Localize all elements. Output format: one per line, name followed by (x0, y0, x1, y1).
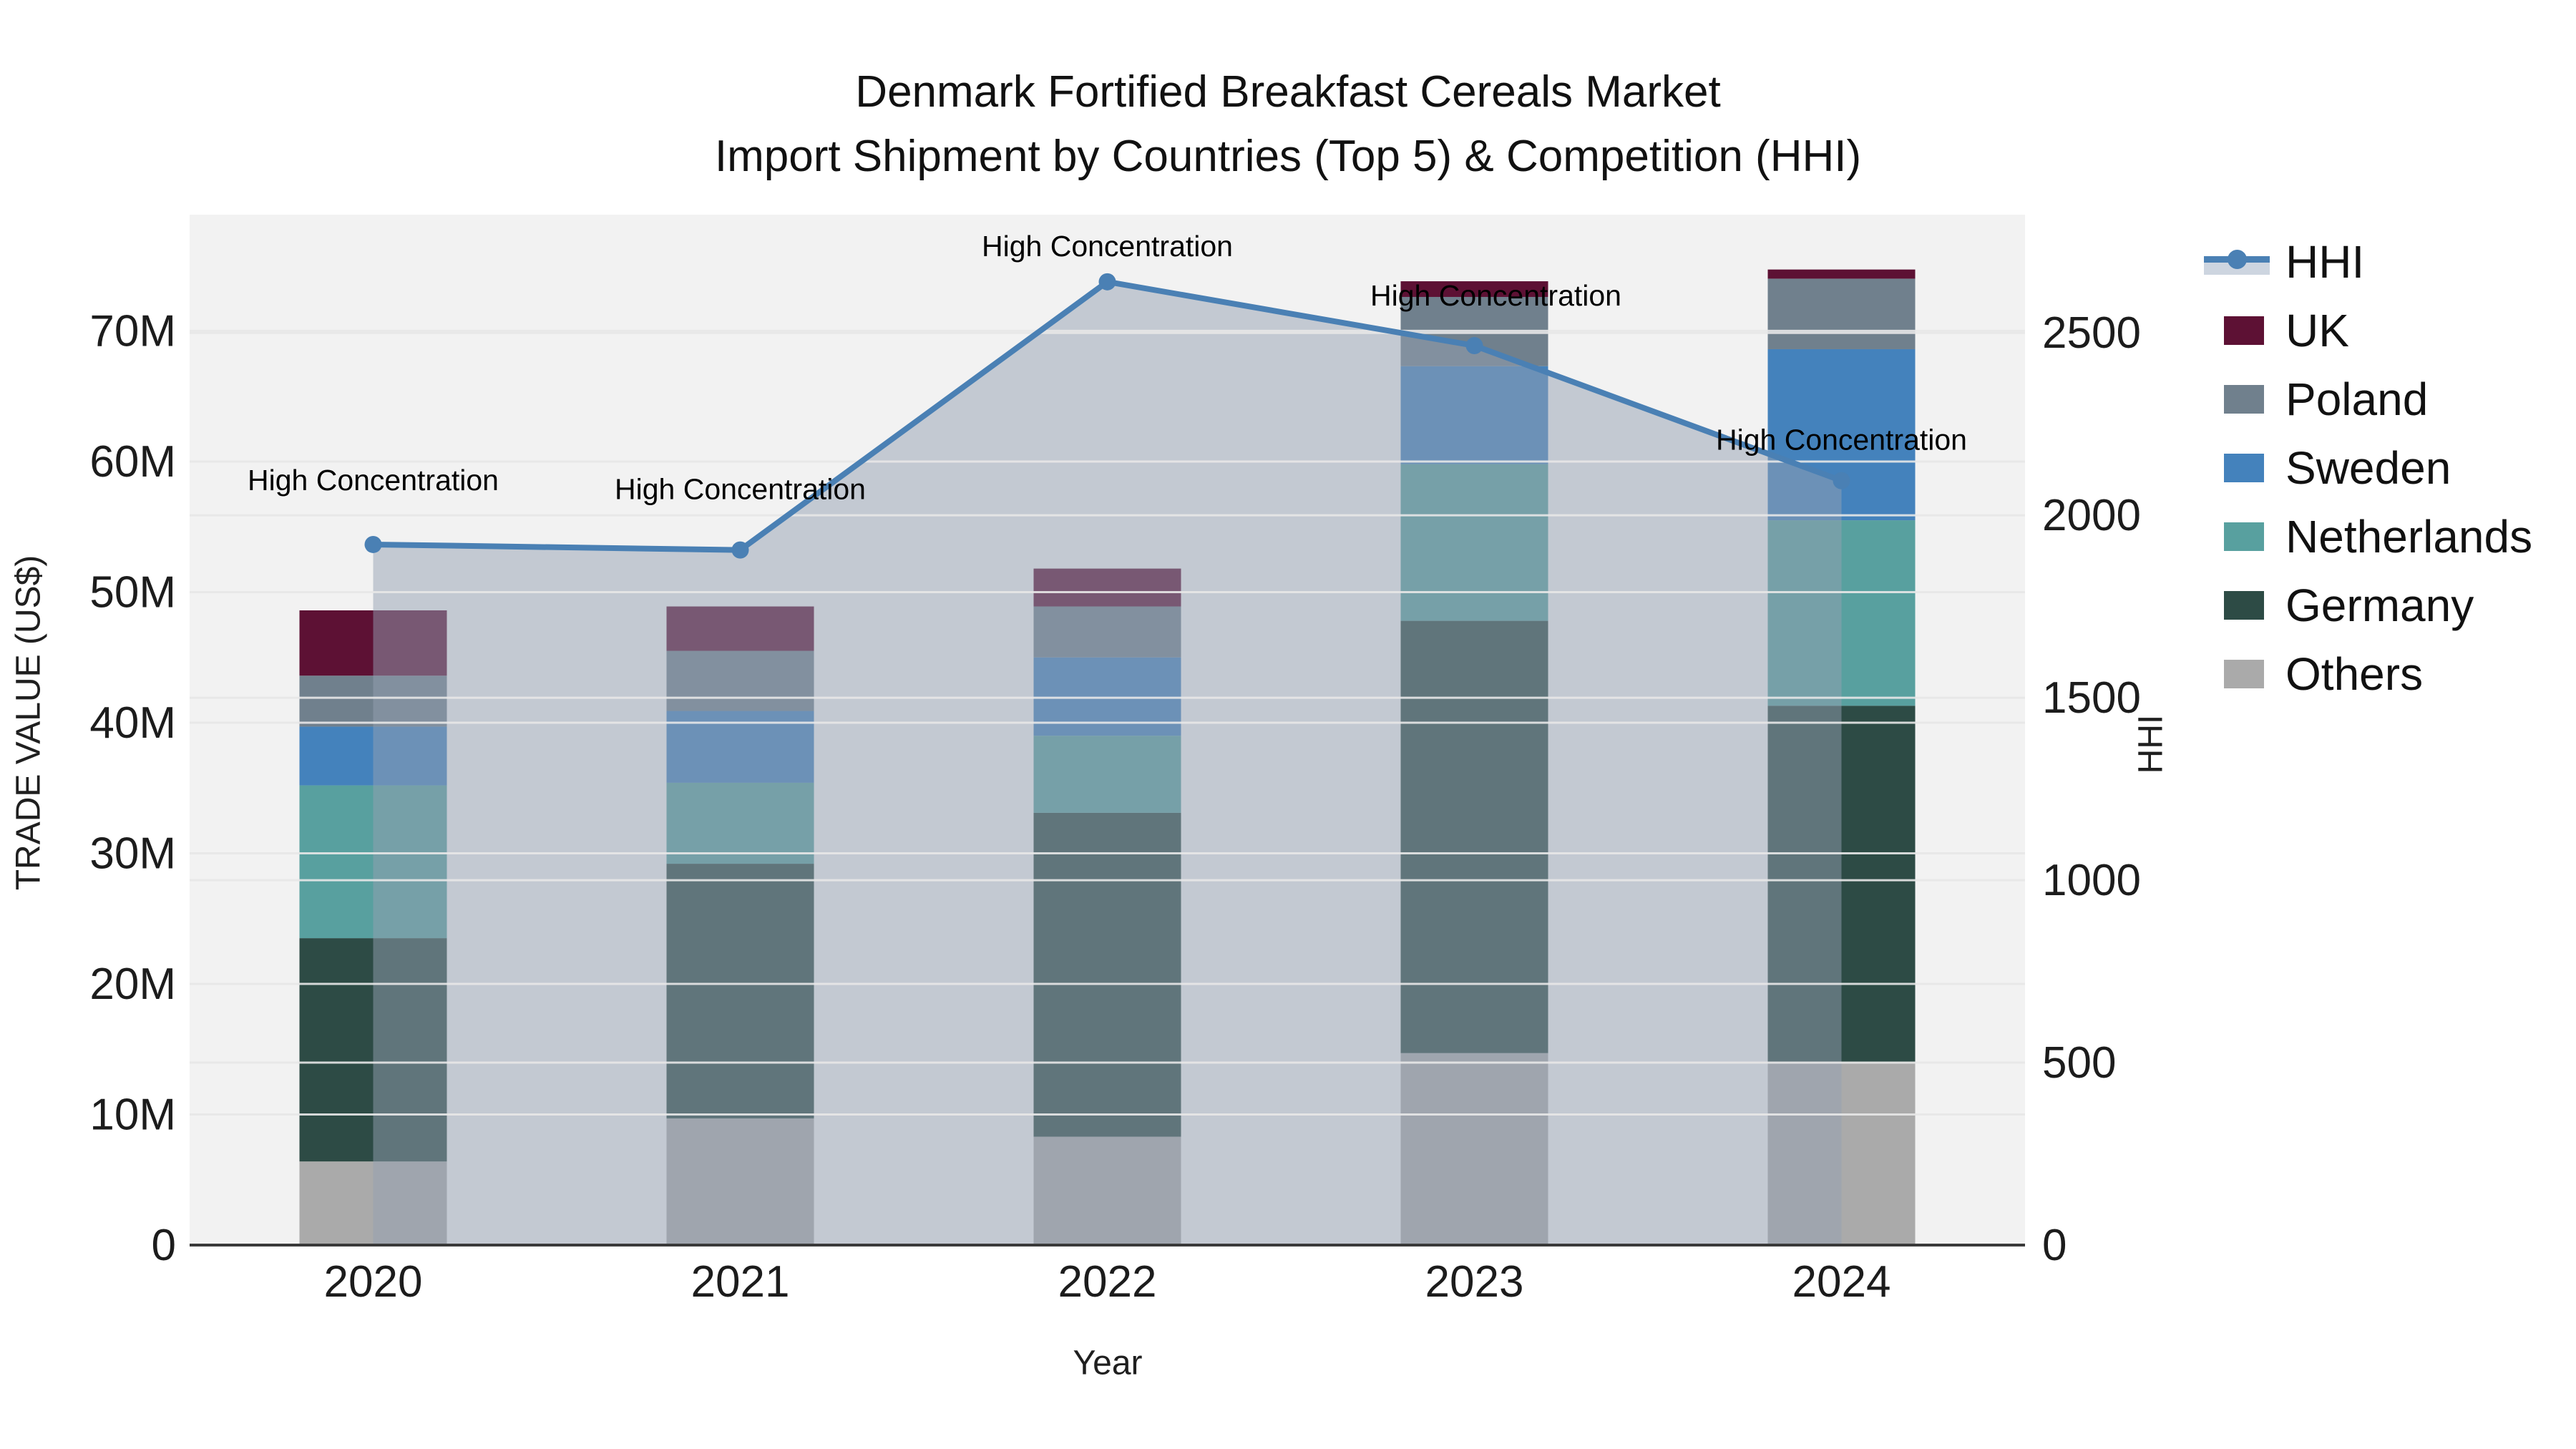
x-tick-2024: 2024 (1792, 1257, 1891, 1307)
legend-color-swatch (2224, 522, 2264, 551)
y-left-tick-0: 0 (152, 1221, 176, 1270)
legend-line-dot (2228, 250, 2247, 269)
y-left-tick-60M: 60M (89, 437, 176, 487)
x-tick-2020: 2020 (324, 1257, 423, 1307)
y-right-tick-1000: 1000 (2042, 856, 2141, 905)
y-right-tick-1500: 1500 (2042, 673, 2141, 723)
y-left-tick-70M: 70M (89, 306, 176, 356)
legend-color-swatch (2224, 454, 2264, 482)
y-right-axis-title: HHI (2132, 714, 2170, 774)
legend-swatch-icon (2204, 571, 2275, 640)
legend-line-sample-icon (2204, 228, 2275, 296)
legend-swatch-icon (2204, 365, 2275, 434)
legend-swatch-icon (2204, 434, 2275, 502)
hhi-point-2020[interactable] (364, 535, 382, 553)
legend-item-hhi[interactable]: HHI (2204, 228, 2576, 296)
annotation-2023: High Concentration (1370, 279, 1621, 312)
legend-label: UK (2285, 305, 2349, 356)
y-left-tick-10M: 10M (89, 1090, 176, 1139)
legend: HHI UK Poland Sweden Netherlands Germany Other… (2204, 228, 2576, 708)
chart-title: Denmark Fortified Breakfast Cereals Mark… (0, 60, 2576, 189)
legend-item-sweden[interactable]: Sweden (2204, 434, 2576, 502)
y-left-axis-title: TRADE VALUE (US$) (9, 555, 48, 891)
y-left-tick-20M: 20M (89, 960, 176, 1009)
annotation-2022: High Concentration (982, 230, 1233, 263)
legend-label: HHI (2285, 236, 2365, 288)
legend-swatch-icon (2204, 502, 2275, 571)
x-axis-title: Year (1073, 1344, 1143, 1382)
legend-color-swatch (2224, 316, 2264, 345)
chart-title-line1: Denmark Fortified Breakfast Cereals Mark… (855, 67, 1721, 117)
hhi-point-2023[interactable] (1465, 337, 1483, 355)
legend-label: Others (2285, 648, 2424, 700)
annotation-2020: High Concentration (248, 464, 499, 497)
legend-label: Sweden (2285, 442, 2451, 494)
annotation-2024: High Concentration (1716, 424, 1967, 457)
bar-segment-2023-uk[interactable] (1400, 281, 1548, 297)
y-left-tick-40M: 40M (89, 698, 176, 748)
hhi-area-fill (373, 281, 1842, 1246)
chart-title-line2: Import Shipment by Countries (Top 5) & C… (714, 131, 1862, 181)
legend-label: Poland (2285, 374, 2429, 425)
legend-item-netherlands[interactable]: Netherlands (2204, 502, 2576, 571)
legend-item-uk[interactable]: UK (2204, 296, 2576, 365)
x-tick-2023: 2023 (1425, 1257, 1524, 1307)
legend-color-swatch (2224, 385, 2264, 414)
y-left-tick-50M: 50M (89, 567, 176, 617)
legend-item-others[interactable]: Others (2204, 640, 2576, 708)
legend-item-germany[interactable]: Germany (2204, 571, 2576, 640)
bar-segment-2024-uk[interactable] (1767, 269, 1916, 279)
legend-item-poland[interactable]: Poland (2204, 365, 2576, 434)
hhi-point-2024[interactable] (1833, 472, 1850, 489)
legend-color-swatch (2224, 591, 2264, 620)
hhi-point-2022[interactable] (1098, 273, 1116, 291)
legend-swatch-icon (2204, 640, 2275, 708)
hhi-point-2021[interactable] (731, 541, 749, 559)
y-right-tick-2000: 2000 (2042, 491, 2141, 540)
legend-swatch-icon (2204, 296, 2275, 365)
annotation-2021: High Concentration (615, 473, 866, 506)
bar-segment-2024-poland[interactable] (1767, 278, 1916, 349)
legend-label: Germany (2285, 580, 2474, 631)
legend-label: Netherlands (2285, 511, 2533, 562)
y-right-tick-2500: 2500 (2042, 308, 2141, 358)
legend-color-swatch (2224, 660, 2264, 688)
x-tick-2021: 2021 (691, 1257, 790, 1307)
x-tick-2022: 2022 (1058, 1257, 1157, 1307)
y-left-tick-30M: 30M (89, 829, 176, 878)
y-right-tick-0: 0 (2042, 1221, 2067, 1270)
y-right-tick-500: 500 (2042, 1038, 2116, 1088)
